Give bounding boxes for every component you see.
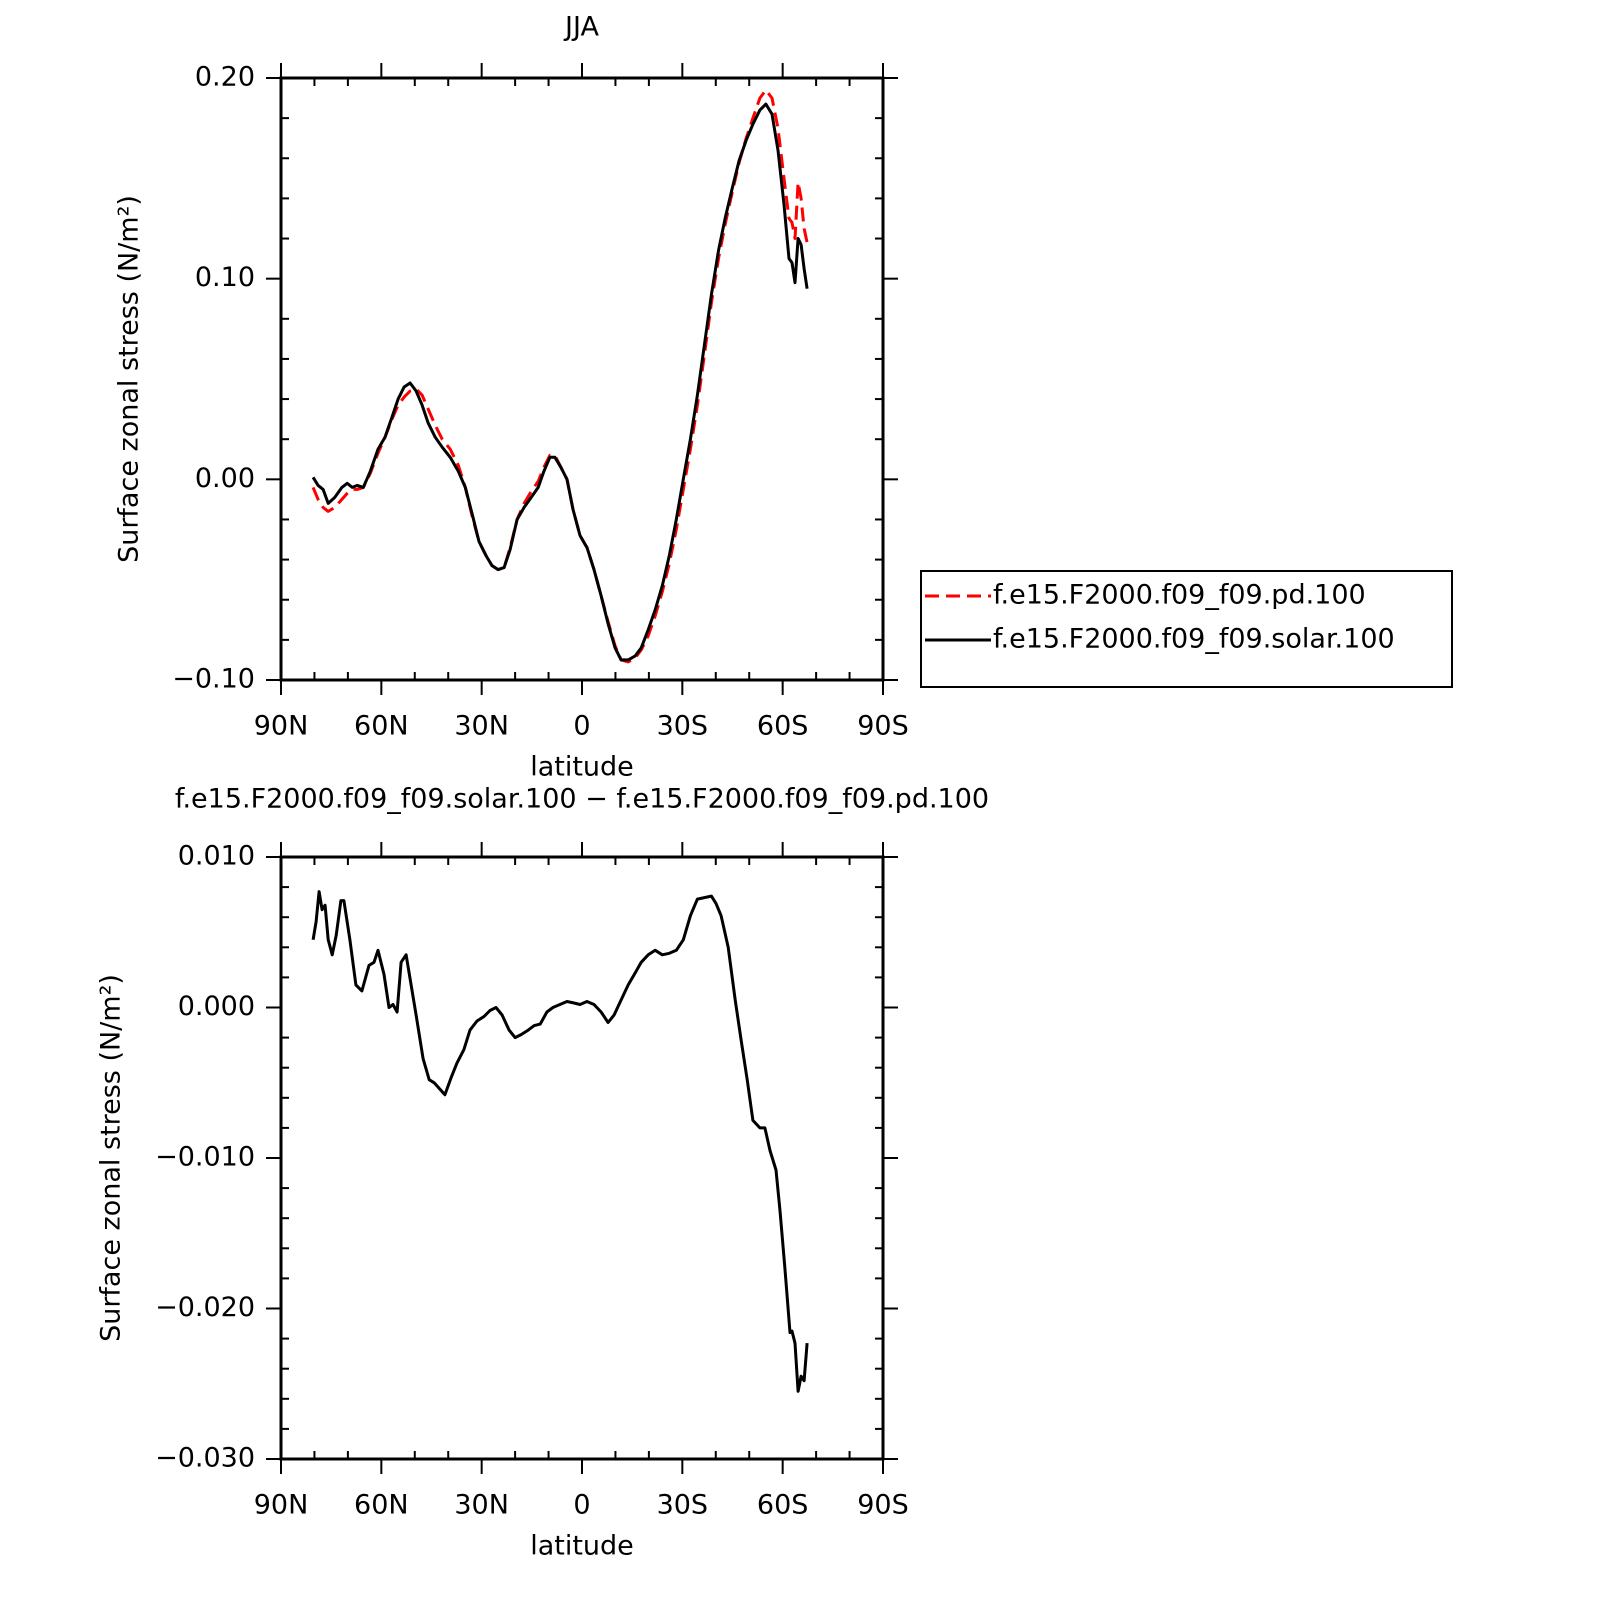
data-line xyxy=(311,890,809,1393)
y-tick-label: 0.20 xyxy=(195,62,255,93)
x-tick-label: 30N xyxy=(454,1490,509,1521)
chart-title: JJA xyxy=(563,12,599,43)
x-tick-label: 60S xyxy=(757,711,809,742)
x-axis-label: latitude xyxy=(530,752,634,783)
plot-frame xyxy=(279,76,885,682)
y-tick-label: −0.030 xyxy=(155,1443,255,1474)
y-tick-label: −0.010 xyxy=(155,1142,255,1173)
y-tick-label: 0.010 xyxy=(178,841,255,872)
plot-frame xyxy=(279,855,885,1461)
x-tick-label: 30S xyxy=(657,1490,709,1521)
y-tick-label: 0.10 xyxy=(195,262,255,293)
x-tick-label: 90S xyxy=(857,711,909,742)
y-axis-label: Surface zonal stress (N/m²) xyxy=(96,974,127,1342)
x-tick-label: 60N xyxy=(354,711,409,742)
y-tick-label: −0.10 xyxy=(172,664,255,695)
x-tick-label: 0 xyxy=(573,1490,590,1521)
y-tick-label: 0.000 xyxy=(178,991,255,1022)
x-tick-label: 60N xyxy=(354,1490,409,1521)
y-tick-label: 0.00 xyxy=(195,463,255,494)
chart-title: f.e15.F2000.f09_f09.solar.100 − f.e15.F2… xyxy=(175,784,989,815)
y-axis-label: Surface zonal stress (N/m²) xyxy=(114,195,145,563)
x-tick-label: 0 xyxy=(573,711,590,742)
data-line xyxy=(311,88,809,664)
x-tick-label: 30S xyxy=(657,711,709,742)
legend-box xyxy=(920,570,1453,688)
y-tick-label: −0.020 xyxy=(155,1292,255,1323)
data-line xyxy=(311,102,809,662)
x-axis-label: latitude xyxy=(530,1531,634,1562)
x-tick-label: 90N xyxy=(254,1490,309,1521)
x-tick-label: 30N xyxy=(454,711,509,742)
legend-label: f.e15.F2000.f09_f09.pd.100 xyxy=(993,580,1366,611)
x-tick-label: 90S xyxy=(857,1490,909,1521)
legend-label: f.e15.F2000.f09_f09.solar.100 xyxy=(993,624,1395,655)
x-tick-label: 60S xyxy=(757,1490,809,1521)
x-tick-label: 90N xyxy=(254,711,309,742)
